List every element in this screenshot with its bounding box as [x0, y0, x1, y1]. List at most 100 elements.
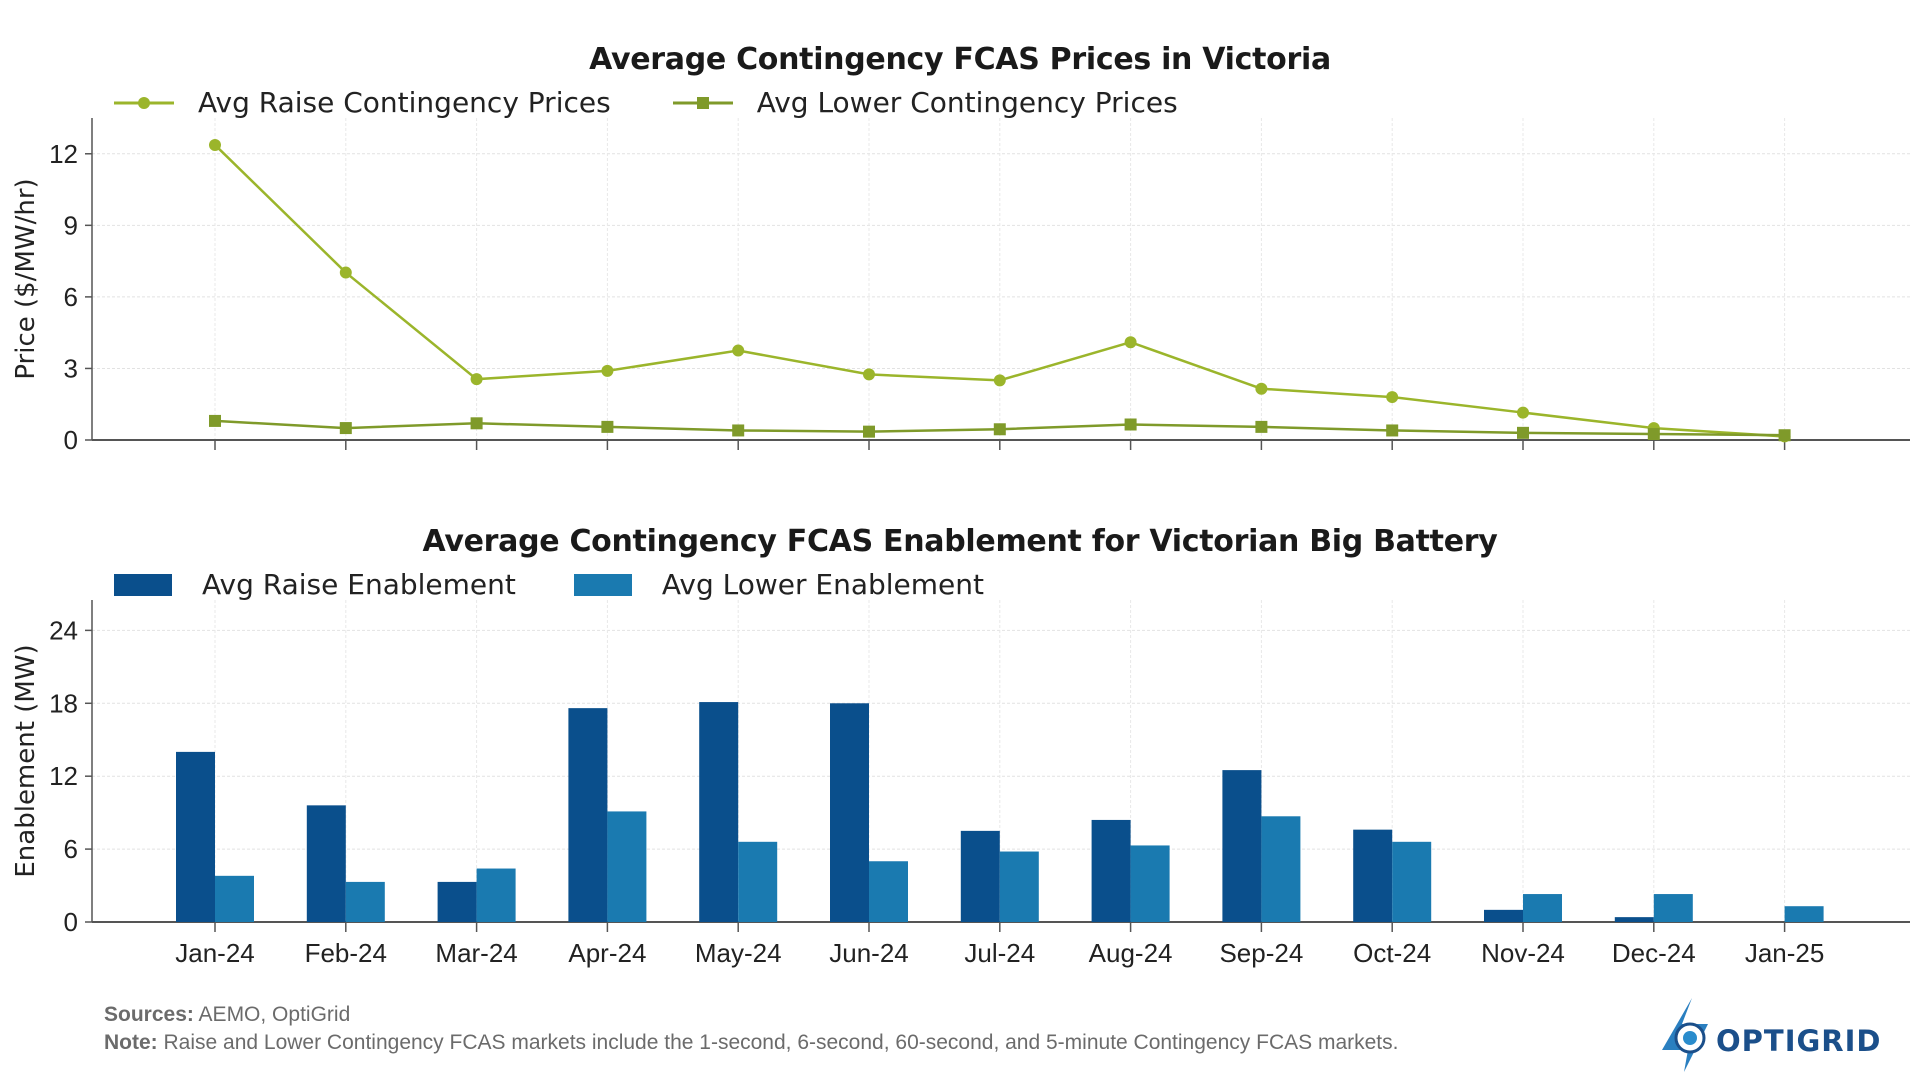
raise-swatch-icon [114, 573, 172, 596]
sources-label: Sources: [104, 1003, 194, 1026]
x-tick-label: Apr-24 [568, 938, 646, 968]
y-tick-label: 6 [64, 282, 78, 312]
bar [345, 881, 385, 922]
bar [1130, 845, 1170, 922]
data-point [339, 266, 352, 279]
data-point [863, 425, 875, 438]
enablement-chart-legend: Avg Raise Enablement Avg Lower Enablemen… [114, 568, 1044, 601]
y-tick-label: 0 [64, 907, 78, 937]
bar [960, 830, 1000, 922]
bar [306, 805, 346, 922]
x-tick-label: Aug-24 [1089, 938, 1173, 968]
x-tick-label: Dec-24 [1612, 938, 1696, 968]
bar [699, 702, 739, 922]
x-tick-label: Jan-24 [175, 938, 255, 968]
data-point [209, 414, 221, 427]
y-tick-label: 3 [64, 353, 78, 383]
sources-text: AEMO, OptiGrid [193, 1003, 351, 1026]
data-point [1517, 406, 1529, 419]
data-point [732, 344, 745, 357]
bar [1523, 894, 1562, 922]
data-point [601, 364, 614, 377]
bar [568, 708, 608, 922]
y-tick-label: 12 [49, 761, 78, 791]
bar [1784, 906, 1824, 922]
square-marker-icon [672, 96, 733, 109]
data-point [470, 417, 483, 430]
data-point [1778, 429, 1791, 442]
x-tick-label: Nov-24 [1481, 938, 1565, 968]
series-lower-enablement [215, 811, 1824, 922]
lower-swatch-icon [573, 573, 632, 596]
circle-marker-icon [114, 96, 174, 109]
bar [1653, 894, 1693, 922]
y-tick-label: 24 [49, 615, 78, 645]
legend-label: Avg Raise Contingency Prices [198, 86, 611, 119]
x-tick-label: Feb-24 [305, 938, 387, 968]
optigrid-logo: OPTIGRID [1648, 990, 1908, 1075]
x-tick-label: Sep-24 [1219, 938, 1303, 968]
data-point [601, 420, 614, 433]
legend-label: Avg Lower Contingency Prices [756, 86, 1178, 119]
note-text: Raise and Lower Contingency FCAS markets… [157, 1031, 1399, 1054]
sources-line: Sources: AEMO, OptiGrid [104, 1003, 350, 1027]
y-tick-label: 12 [49, 139, 78, 169]
series-raise-enablement [176, 702, 1654, 922]
data-point [1255, 382, 1268, 395]
bar [1261, 816, 1301, 922]
data-point [732, 424, 745, 437]
chart-1-axes: 0 6 12 18 24 Jan-24 Feb-24 Mar-24 Apr-24 May-24 Ju… [11, 600, 1910, 968]
y-tick-label: 18 [49, 688, 78, 718]
bar [999, 851, 1039, 922]
optigrid-logo-icon: OPTIGRID [1662, 998, 1881, 1072]
logo-text: OPTIGRID [1716, 1024, 1881, 1058]
bar [607, 811, 647, 922]
legend-label: Avg Lower Enablement [661, 568, 984, 601]
legend-item-lower-enablement: Avg Lower Enablement [573, 568, 984, 601]
data-point [993, 423, 1006, 436]
legend-label: Avg Raise Enablement [202, 568, 516, 601]
x-tick-label: Oct-24 [1353, 938, 1431, 968]
x-tick-label: Jan-25 [1745, 938, 1825, 968]
bar [830, 703, 869, 922]
y-tick-label: 6 [64, 834, 78, 864]
data-point [863, 368, 875, 381]
data-point [339, 422, 352, 435]
note-label: Note: [104, 1031, 158, 1054]
bar [215, 875, 254, 922]
bar [1353, 829, 1393, 922]
charts-canvas: 0 3 6 9 12 Price ($/MW/hr) 0 6 12 18 24 Jan-24 Feb-2… [11, 118, 1910, 968]
x-tick-label: Jun-24 [829, 938, 909, 968]
data-point [1124, 418, 1137, 431]
data-point [1124, 336, 1137, 349]
x-tick-label: May-24 [695, 938, 782, 968]
data-point [209, 138, 221, 151]
y-axis-label: Enablement (MW) [11, 644, 41, 877]
y-tick-label: 9 [64, 210, 78, 240]
y-tick-label: 0 [64, 425, 78, 455]
bar [738, 841, 778, 922]
bar [437, 881, 477, 922]
legend-item-raise-prices: Avg Raise Contingency Prices [112, 86, 611, 119]
bar [1392, 841, 1432, 922]
note-line: Note: Raise and Lower Contingency FCAS m… [104, 1031, 1398, 1055]
price-chart-legend: Avg Raise Contingency Prices Avg Lower C… [112, 86, 1238, 119]
data-point [1386, 424, 1399, 437]
bar [1091, 819, 1131, 922]
x-tick-label: Jul-24 [964, 938, 1035, 968]
bar [176, 751, 215, 922]
bar [1614, 917, 1654, 922]
bar [1484, 909, 1523, 922]
chart-0-axes: 0 3 6 9 12 Price ($/MW/hr) [11, 118, 1910, 455]
y-axis-label: Price ($/MW/hr) [11, 178, 41, 379]
legend-item-raise-enablement: Avg Raise Enablement [114, 568, 516, 601]
data-point [470, 373, 483, 386]
x-tick-label: Mar-24 [435, 938, 517, 968]
data-point [1647, 428, 1660, 441]
data-point [1517, 426, 1529, 439]
legend-item-lower-prices: Avg Lower Contingency Prices [671, 86, 1178, 119]
enablement-chart-title: Average Contingency FCAS Enablement for … [422, 524, 1498, 559]
price-chart-title: Average Contingency FCAS Prices in Victo… [589, 42, 1331, 77]
series-lower-prices [209, 414, 1791, 442]
bar [476, 868, 516, 922]
